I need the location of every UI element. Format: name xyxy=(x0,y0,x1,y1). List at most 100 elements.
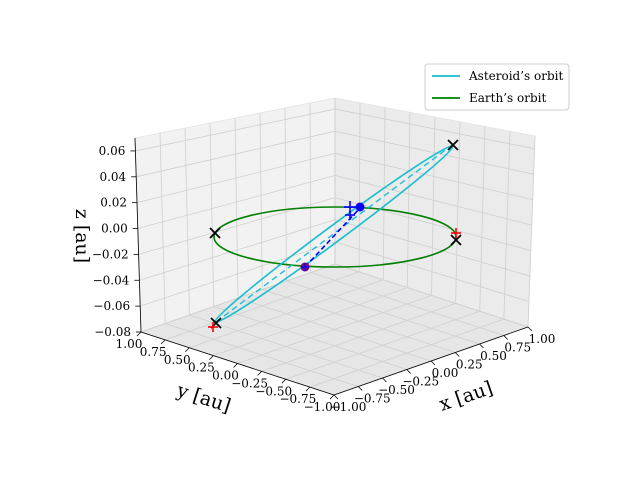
z-axis-label: z [au] xyxy=(71,209,93,263)
grid-line-z xyxy=(334,108,535,150)
z-tick-label: −0.06 xyxy=(93,299,130,313)
z-tick-label: 0.00 xyxy=(101,222,128,236)
grid-line-y xyxy=(285,310,480,380)
y-tick-label: −0.50 xyxy=(255,384,292,398)
y-axis-label: y [au] xyxy=(173,379,233,417)
black-x-marker xyxy=(209,227,221,239)
x-tick-label: −0.25 xyxy=(402,375,439,389)
grid-line-y xyxy=(261,302,456,372)
x-tick-mark xyxy=(382,377,387,383)
y-tick-mark xyxy=(305,386,311,392)
x-tick-label: −1.00 xyxy=(330,400,367,414)
x-tick-mark xyxy=(430,360,436,366)
grid-line-z xyxy=(334,152,533,201)
x-tick-mark xyxy=(357,386,363,391)
grid-lines xyxy=(134,98,536,396)
grid-line-y xyxy=(189,279,384,349)
grid-line-z xyxy=(334,219,530,277)
y-tick-label: 0.25 xyxy=(188,361,215,375)
z-tick-label: 0.04 xyxy=(99,170,126,184)
x-tick-mark xyxy=(454,352,460,357)
black-x-marker xyxy=(450,234,462,246)
x-tick-label: −0.50 xyxy=(378,383,415,397)
x-tick-mark xyxy=(406,369,412,374)
x-tick-label: 1.00 xyxy=(529,332,556,346)
grid-line-x xyxy=(284,107,287,282)
z-tick-label: −0.04 xyxy=(93,273,130,287)
grid-line-y xyxy=(527,135,536,328)
y-tick-mark xyxy=(281,378,287,384)
grid-line-z xyxy=(138,197,336,255)
y-tick-mark xyxy=(233,363,238,368)
grid-line-z xyxy=(139,219,336,281)
blue-dashed-line xyxy=(304,207,361,268)
x-tick-label: 0.25 xyxy=(456,358,483,372)
y-tick-label: 1.00 xyxy=(116,337,143,351)
y-tick-mark xyxy=(257,371,262,376)
grid-line-z xyxy=(137,175,336,229)
legend-label-earth: Earth’s orbit xyxy=(469,91,546,105)
x-tick-mark xyxy=(503,335,509,340)
x-tick-label: 0.75 xyxy=(504,341,531,355)
grid-line-x xyxy=(309,102,312,273)
grid-line-y xyxy=(309,318,505,388)
grid-line-y xyxy=(164,271,360,341)
legend-box xyxy=(424,63,570,111)
blue-dot-marker xyxy=(355,202,365,212)
red-plus-marker xyxy=(208,322,218,332)
grid-line-z xyxy=(334,175,532,226)
z-axis-line xyxy=(134,137,142,333)
blue-plus-marker xyxy=(345,211,355,220)
y-tick-mark xyxy=(136,331,142,337)
z-tick-label: 0.02 xyxy=(100,196,127,210)
grid-line-z xyxy=(334,197,531,251)
grid-line-x xyxy=(184,127,190,316)
x-tick-label: −0.75 xyxy=(354,392,391,406)
y-tick-label: 0.50 xyxy=(164,353,191,367)
y-tick-label: −1.00 xyxy=(304,400,341,414)
x-tick-mark xyxy=(527,326,533,332)
grid-line-z xyxy=(136,152,336,204)
y-tick-mark xyxy=(209,355,214,360)
grid-line-z xyxy=(334,130,534,175)
x-tick-label: 0.00 xyxy=(432,366,459,380)
grid-line-x xyxy=(209,122,215,307)
axis-ticks: −1.00−0.75−0.50−0.250.000.250.500.751.00… xyxy=(92,144,556,414)
y-tick-label: 0.00 xyxy=(212,369,239,383)
grid-line-y xyxy=(213,287,408,357)
grid-line-z xyxy=(135,108,336,152)
z-tick-label: 0.06 xyxy=(99,144,126,158)
grid-line-y xyxy=(479,126,486,312)
grid-line-y xyxy=(358,102,361,272)
grid-line-y xyxy=(431,116,436,296)
y-tick-mark xyxy=(160,339,166,345)
legend-label-asteroid: Asteroid’s orbit xyxy=(468,69,563,83)
z-tick-label: −0.08 xyxy=(94,325,131,339)
x-axis-label: x [au] xyxy=(436,377,495,416)
asteroid-dashed-line xyxy=(215,144,453,323)
grid-line-y xyxy=(382,107,386,280)
grid-line-y xyxy=(237,295,432,364)
y-tick-label: 0.75 xyxy=(140,345,167,359)
black-x-marker xyxy=(447,139,459,151)
purple-plus-marker xyxy=(301,263,309,271)
grid-line-y xyxy=(503,131,511,320)
x-tick-label: 0.50 xyxy=(480,349,507,363)
red-plus-marker xyxy=(451,228,461,238)
x-tick-mark xyxy=(333,394,339,400)
y-tick-label: −0.25 xyxy=(231,376,268,390)
x-tick-mark xyxy=(479,343,484,349)
grid-line-z xyxy=(136,130,336,178)
grid-line-z xyxy=(334,263,529,328)
grid-line-y xyxy=(455,121,461,304)
grid-line-x xyxy=(259,112,263,290)
y-tick-mark xyxy=(329,394,335,400)
grid-line-y xyxy=(406,112,411,288)
grid-line-z xyxy=(140,241,336,307)
y-tick-label: −0.75 xyxy=(279,392,316,406)
grid-line-x xyxy=(234,117,239,299)
grid-line-z xyxy=(334,241,530,302)
legend: Asteroid’s orbit Earth’s orbit xyxy=(424,63,570,111)
y-tick-mark xyxy=(184,347,190,353)
